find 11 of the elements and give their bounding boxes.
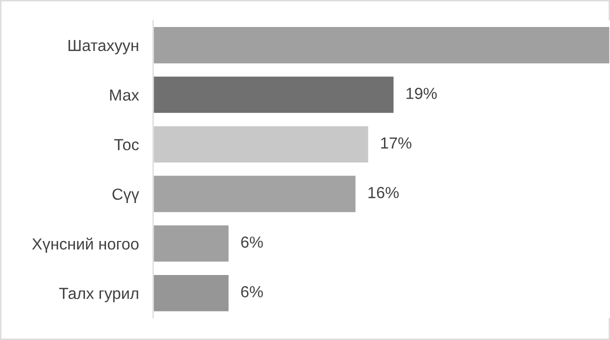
data-label: 6% (241, 286, 263, 298)
y-tick-label: Тос (114, 139, 139, 150)
data-label: 19% (406, 88, 437, 100)
data-label: 6% (241, 236, 263, 248)
y-tick-label: Мах (110, 90, 140, 101)
data-label: 16% (368, 186, 399, 198)
y-tick-label: Хүнсний ногоо (32, 238, 139, 253)
y-tick-label: Талх гурил (59, 288, 138, 302)
data-label: 17% (381, 137, 412, 149)
y-tick-label: Шатахуун (68, 40, 138, 54)
y-tick-label: Сүү (112, 188, 140, 204)
